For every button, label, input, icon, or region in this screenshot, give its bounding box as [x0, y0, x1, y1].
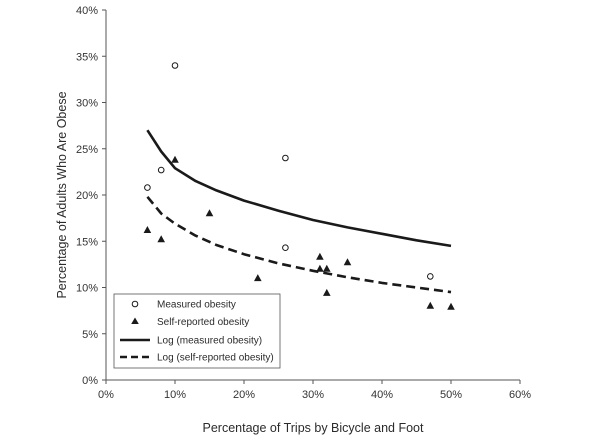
legend-log-measured-label: Log (measured obesity): [157, 336, 262, 347]
y-tick-label: 20%: [76, 190, 98, 202]
legend-measured-marker: [131, 300, 139, 308]
legend-box: [113, 293, 281, 369]
y-tick-label: 10%: [76, 283, 98, 295]
x-tick-label: 60%: [509, 389, 531, 401]
legend-self-reported-marker: [131, 317, 139, 324]
self-reported-obesity-point: [323, 264, 331, 272]
y-tick-label: 35%: [76, 51, 98, 63]
self-reported-obesity-point: [447, 302, 455, 310]
legend-self-reported-label: Self-reported obesity: [157, 317, 249, 328]
measured-obesity-point: [171, 62, 179, 69]
y-tick-label: 15%: [76, 236, 98, 248]
self-reported-obesity-point: [323, 288, 331, 296]
y-ticks: 0% 5% 10% 15% 20% 25% 30% 35% 40%: [76, 5, 106, 387]
x-tick-label: 30%: [302, 389, 324, 401]
y-tick-label: 25%: [76, 144, 98, 156]
self-reported-obesity-point: [205, 209, 214, 217]
x-ticks: 0% 10% 20% 30% 40% 50% 60%: [98, 380, 531, 401]
self-reported-obesity-point: [143, 226, 152, 233]
measured-obesity-point: [427, 273, 434, 280]
self-reported-obesity-point: [316, 264, 324, 272]
measured-obesity-point: [144, 184, 151, 191]
self-reported-obesity-point: [254, 274, 262, 282]
measured-obesity-point: [282, 244, 289, 252]
measured-obesity-point: [282, 154, 289, 162]
log-measured-trendline: [146, 129, 452, 248]
x-tick-label: 40%: [371, 389, 393, 401]
self-reported-obesity-point: [426, 301, 435, 309]
legend: Measured obesity Self-reported obesity L…: [113, 293, 281, 369]
measured-obesity-point: [157, 166, 165, 174]
x-tick-label: 20%: [233, 389, 255, 401]
log-self-reported-trendline: [146, 195, 452, 294]
self-reported-obesity-point: [157, 235, 165, 243]
self-reported-obesity-point: [343, 258, 352, 266]
self-reported-obesity-point: [171, 155, 179, 163]
self-reported-obesity-point: [316, 252, 324, 260]
x-tick-label: 10%: [164, 389, 186, 401]
y-tick-label: 5%: [82, 329, 98, 341]
legend-measured-label: Measured obesity: [157, 300, 236, 311]
series-layer: [143, 62, 455, 310]
x-tick-label: 0%: [98, 389, 114, 401]
y-tick-label: 30%: [76, 98, 98, 110]
legend-log-self-reported-label: Log (self-reported obesity): [157, 353, 274, 364]
x-axis-title: Percentage of Trips by Bicycle and Foot: [203, 421, 424, 435]
y-axis-title: Percentage of Adults Who Are Obese: [55, 91, 69, 298]
y-tick-label: 0%: [82, 375, 98, 387]
x-tick-label: 50%: [440, 389, 462, 401]
y-tick-label: 40%: [76, 5, 98, 17]
